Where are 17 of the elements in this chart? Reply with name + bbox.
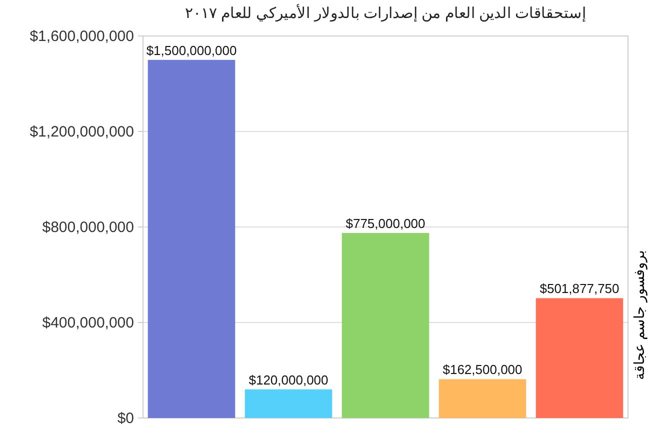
data-label: $1,500,000,000 — [146, 42, 237, 58]
bar — [536, 298, 624, 418]
text: بروفسور جاسم عجاقة — [631, 250, 648, 380]
y-tick-label: $400,000,000 — [42, 314, 134, 332]
y-tick-label: $0 — [117, 410, 134, 427]
bar — [244, 389, 332, 418]
data-label: $120,000,000 — [248, 372, 328, 388]
bar — [148, 60, 236, 418]
bar — [342, 232, 430, 418]
chart-title: إستحقاقات الدين العام من إصدارات بالدولار الأميركي للعام ٢٠١٧ — [184, 4, 586, 22]
data-label: $775,000,000 — [346, 216, 426, 231]
data-label: $501,877,750 — [540, 281, 620, 296]
y-tick-label: $800,000,000 — [42, 218, 134, 236]
bar — [438, 379, 526, 418]
y-tick-label: $1,600,000,000 — [30, 28, 134, 45]
y-tick-label: $1,200,000,000 — [30, 123, 134, 140]
data-label: $162,500,000 — [442, 362, 522, 378]
